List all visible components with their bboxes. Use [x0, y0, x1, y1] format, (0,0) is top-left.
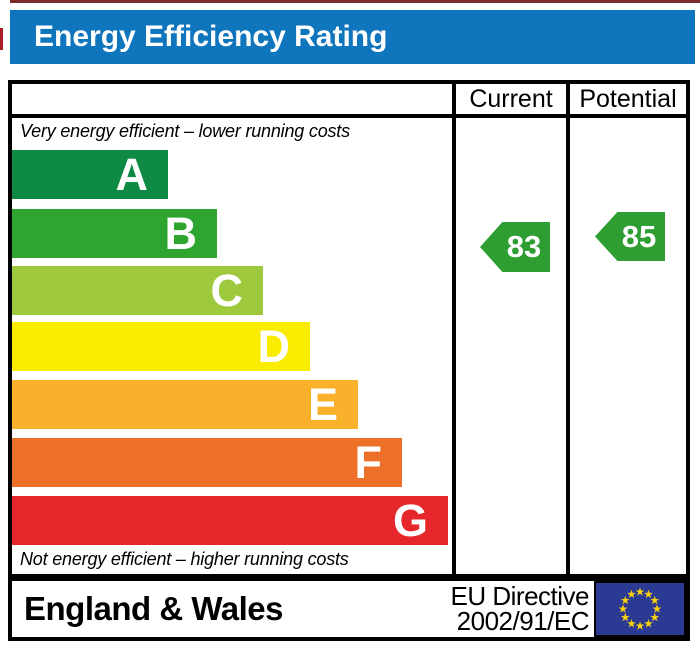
eu-flag-icon — [594, 581, 686, 637]
band-letter: G — [392, 495, 428, 546]
chart-header-bar: Energy Efficiency Rating — [10, 10, 695, 64]
band-letter: D — [257, 321, 291, 372]
current-column-divider — [452, 80, 456, 578]
band-letter: E — [307, 379, 338, 430]
band-row-f: F — [12, 438, 402, 487]
band-row-b: B — [12, 209, 217, 258]
band-letter: A — [115, 149, 149, 200]
potential-rating-value: 85 — [621, 218, 657, 254]
table-header-divider — [8, 114, 690, 118]
footer-bar: England & Wales EU Directive 2002/91/EC — [8, 577, 690, 641]
bottom-caption: Not energy efficient – higher running co… — [20, 549, 349, 569]
eu-directive-line1: EU Directive — [450, 581, 590, 611]
band-row-g: G — [12, 496, 448, 545]
footer-region-label: England & Wales — [24, 590, 283, 627]
band-row-a: A — [12, 150, 168, 199]
current-rating-value: 83 — [506, 229, 542, 264]
band-letter: F — [354, 437, 383, 488]
top-caption: Very energy efficient – lower running co… — [20, 121, 350, 141]
band-row-c: C — [12, 266, 263, 315]
band-row-e: E — [12, 380, 358, 429]
band-row-d: D — [12, 322, 310, 371]
screenshot-artifact-left-sliver — [0, 28, 3, 50]
potential-column-divider — [566, 80, 570, 578]
screenshot-artifact-top-line — [10, 0, 700, 3]
band-letter: B — [164, 208, 198, 259]
eu-directive-line2: 2002/91/EC — [456, 606, 590, 636]
page-title: Energy Efficiency Rating — [34, 20, 388, 53]
potential-rating-arrow: 85 — [595, 212, 665, 261]
current-column-header: Current — [469, 84, 553, 113]
band-letter: C — [210, 265, 244, 316]
potential-column-header: Potential — [579, 84, 677, 113]
eu-directive-label: EU Directive 2002/91/EC — [450, 581, 590, 636]
